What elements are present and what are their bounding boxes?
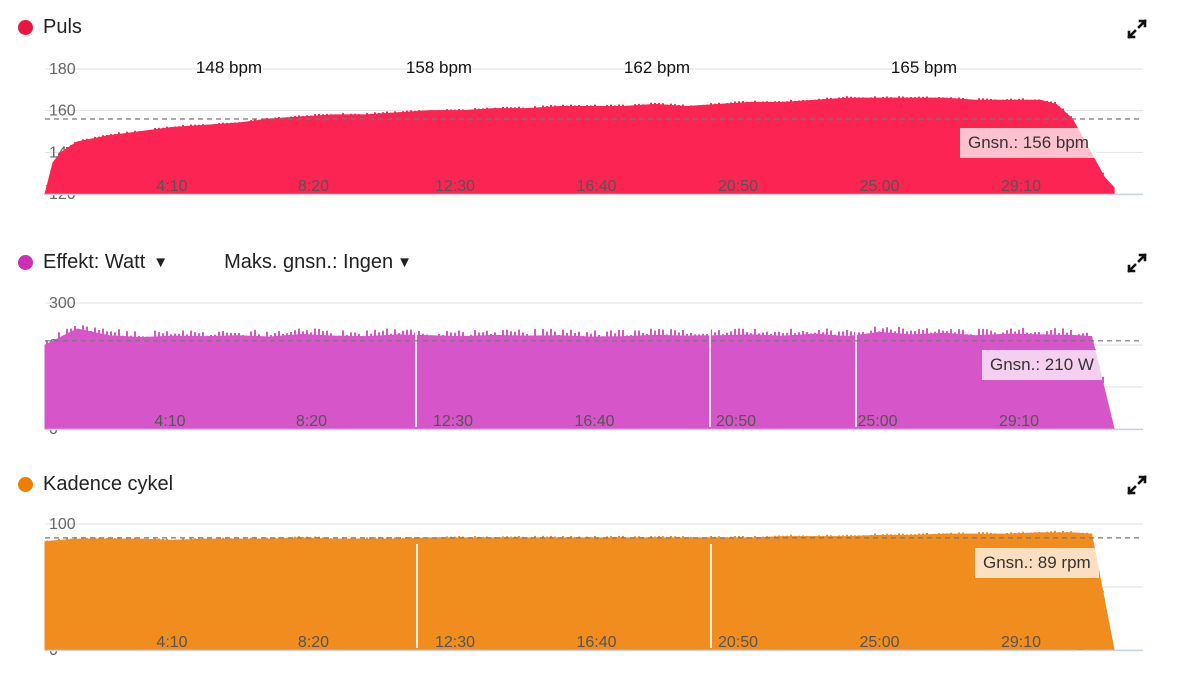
x-tick-label: 16:40 [576, 634, 616, 651]
series-gap [710, 544, 712, 648]
kadence-legend-dot [18, 477, 33, 492]
effekt-header: Effekt: Watt ▼ Maks. gnsn.: Ingen ▼ [18, 251, 412, 274]
x-tick-label: 8:20 [298, 634, 329, 651]
x-tick-label: 4:10 [154, 413, 185, 430]
series-gap [415, 323, 417, 427]
peak-label: 162 bpm [624, 58, 690, 77]
x-tick-label: 29:10 [1001, 634, 1041, 651]
expand-icon[interactable] [1126, 18, 1148, 40]
x-tick-label: 4:10 [156, 178, 187, 195]
x-tick-label: 20:50 [718, 178, 758, 195]
x-tick-label: 8:20 [296, 413, 327, 430]
puls-average-label: Gnsn.: 156 bpm [960, 128, 1097, 158]
series-gap [855, 323, 857, 427]
x-tick-label: 12:30 [435, 178, 475, 195]
max-average-dropdown[interactable]: Maks. gnsn.: Ingen ▼ [224, 251, 412, 274]
x-tick-label: 8:20 [298, 178, 329, 195]
max-average-dropdown-label: Maks. gnsn.: Ingen [224, 251, 394, 273]
puls-legend-dot [18, 20, 33, 35]
x-tick-label: 20:50 [716, 413, 756, 430]
x-tick-label: 29:10 [999, 413, 1039, 430]
y-tick-label: 100 [49, 516, 76, 533]
puls-panel: Puls 1201401601804:108:2012:3016:4020:50… [0, 0, 1186, 220]
x-tick-label: 16:40 [576, 178, 616, 195]
effekt-average-label: Gnsn.: 210 W [982, 350, 1102, 380]
kadence-title: Kadence cykel [43, 473, 174, 495]
y-tick-label: 180 [49, 61, 76, 78]
x-tick-label: 4:10 [156, 634, 187, 651]
metric-dropdown[interactable]: Effekt: Watt ▼ [43, 251, 168, 274]
x-tick-label: 12:30 [435, 634, 475, 651]
series-area [44, 97, 1115, 195]
peak-label: 158 bpm [406, 58, 472, 77]
series-gap [709, 323, 711, 427]
x-tick-label: 20:50 [718, 634, 758, 651]
x-tick-label: 25:00 [859, 178, 899, 195]
puls-title: Puls [43, 16, 82, 38]
effekt-legend-dot [18, 255, 33, 270]
kadence-average-label: Gnsn.: 89 rpm [975, 548, 1099, 578]
puls-chart: 1201401601804:108:2012:3016:4020:5025:00… [44, 58, 1143, 203]
peak-label: 165 bpm [891, 58, 957, 77]
peak-label: 148 bpm [196, 58, 262, 77]
series-area [44, 532, 1115, 651]
kadence-header: Kadence cykel [18, 473, 173, 496]
puls-header: Puls [18, 16, 82, 39]
expand-icon[interactable] [1126, 474, 1148, 496]
series-area [44, 328, 1115, 430]
chevron-down-icon: ▼ [153, 254, 169, 271]
x-tick-label: 25:00 [859, 634, 899, 651]
x-tick-label: 29:10 [1001, 178, 1041, 195]
series-noise [46, 325, 1104, 384]
y-tick-label: 300 [49, 295, 76, 312]
series-gap [416, 544, 418, 648]
kadence-panel: Kadence cykel 0501004:108:2012:3016:4020… [0, 460, 1186, 670]
x-tick-label: 25:00 [857, 413, 897, 430]
chevron-down-icon: ▼ [397, 254, 412, 271]
y-tick-label: 160 [49, 103, 76, 120]
series-noise [46, 96, 1104, 187]
expand-icon[interactable] [1126, 252, 1148, 274]
x-tick-label: 16:40 [574, 413, 614, 430]
effekt-panel: Effekt: Watt ▼ Maks. gnsn.: Ingen ▼ 0100… [0, 240, 1186, 440]
metric-dropdown-label: Effekt: Watt [43, 251, 146, 273]
x-tick-label: 12:30 [433, 413, 473, 430]
effekt-chart: 01002003004:108:2012:3016:4020:5025:0029… [44, 295, 1143, 438]
series-fragment [1077, 643, 1084, 650]
